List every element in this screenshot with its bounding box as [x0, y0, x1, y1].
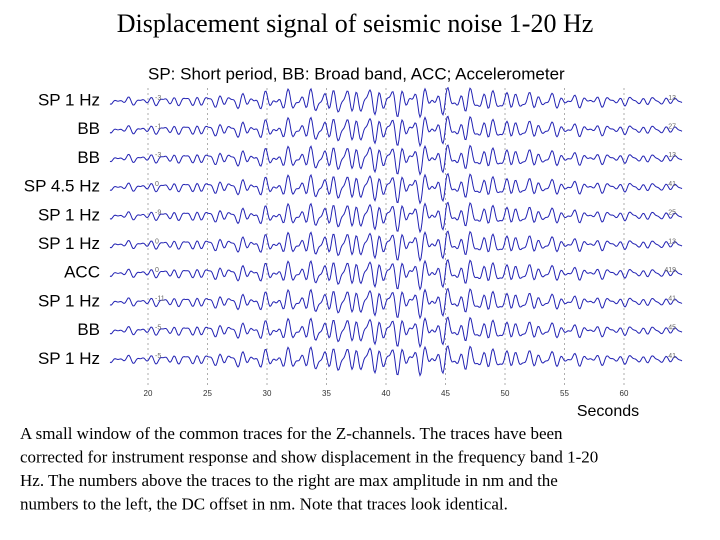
dc-offset: -3: [155, 152, 161, 159]
x-tick-label: 35: [322, 389, 331, 398]
trace-label: SP 1 Hz: [38, 349, 100, 368]
caption: A small window of the common traces for …: [20, 424, 598, 514]
slide-title: Displacement signal of seismic noise 1-2…: [117, 9, 594, 38]
trace-label: BB: [77, 148, 100, 167]
max-amplitude: 41: [668, 181, 676, 188]
x-tick-label: 25: [203, 389, 212, 398]
seismogram: 20 25 30 35 40 45 50 55 60 Seconds SP 1 Hz -3 13 BB -1…: [24, 86, 683, 420]
x-tick-label: 30: [263, 389, 272, 398]
trace: [109, 172, 683, 205]
trace: [109, 259, 683, 291]
max-amplitude: 27: [668, 124, 676, 131]
max-amplitude: 41: [668, 353, 676, 360]
caption-line: Hz. The numbers above the traces to the …: [20, 471, 558, 490]
x-tick-label: 20: [144, 389, 153, 398]
dc-offset: -9: [155, 210, 161, 217]
trace: [109, 144, 683, 176]
x-tick-label: 45: [441, 389, 450, 398]
trace-label: SP 1 Hz: [38, 291, 100, 310]
dc-offset: -5: [155, 324, 161, 331]
trace-label: SP 1 Hz: [38, 234, 100, 253]
trace: [109, 230, 683, 263]
trace: [109, 345, 683, 377]
max-amplitude: 13: [668, 95, 676, 102]
figure-legend: SP: Short period, BB: Broad band, ACC; A…: [148, 64, 565, 83]
dc-offset: -3: [155, 95, 161, 102]
max-amplitude: 41: [668, 296, 676, 303]
trace: [109, 201, 683, 234]
trace: [109, 316, 683, 349]
x-tick-label: 50: [501, 389, 510, 398]
caption-line: corrected for instrument response and sh…: [20, 447, 598, 466]
x-tick-label: 40: [382, 389, 391, 398]
trace: [109, 287, 683, 320]
x-tick-label: 55: [560, 389, 569, 398]
dc-offset: 0: [155, 238, 159, 245]
max-amplitude: 25: [668, 210, 676, 217]
trace-label: SP 1 Hz: [38, 205, 100, 224]
max-amplitude: 419: [664, 267, 676, 274]
dc-offset: -1: [155, 124, 161, 131]
x-tick-label: 60: [620, 389, 629, 398]
dc-offset: -5: [155, 353, 161, 360]
trace: [109, 86, 683, 119]
dc-offset: 0: [155, 181, 159, 188]
trace-label: ACC: [64, 263, 100, 282]
x-axis-label: Seconds: [577, 403, 639, 420]
max-amplitude: 13: [668, 152, 676, 159]
max-amplitude: 45: [668, 324, 676, 331]
trace-label: BB: [77, 119, 100, 138]
dc-offset: 0: [155, 267, 159, 274]
caption-line: numbers to the left, the DC offset in nm…: [20, 494, 508, 513]
max-amplitude: 13: [668, 238, 676, 245]
trace-label: SP 1 Hz: [38, 90, 100, 109]
trace-label: SP 4.5 Hz: [24, 177, 100, 196]
trace: [109, 115, 683, 148]
dc-offset: -11: [155, 296, 165, 303]
caption-line: A small window of the common traces for …: [20, 424, 563, 443]
trace-label: BB: [77, 320, 100, 339]
